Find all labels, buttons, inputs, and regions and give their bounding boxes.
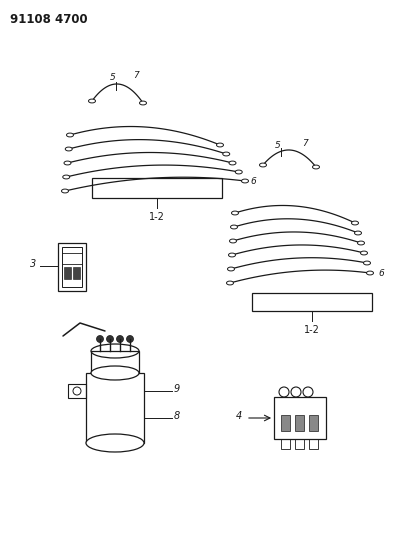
Ellipse shape [107,335,114,343]
Text: 7: 7 [133,71,139,80]
Bar [309,439,318,449]
Bar [73,267,80,279]
Bar [58,243,86,291]
Bar [274,397,326,439]
Ellipse shape [88,99,95,103]
Ellipse shape [139,101,147,105]
Ellipse shape [229,161,236,165]
Ellipse shape [352,221,358,225]
Ellipse shape [86,434,144,452]
Ellipse shape [354,231,362,235]
Ellipse shape [228,253,236,257]
Text: 5: 5 [110,73,116,82]
Ellipse shape [360,251,367,255]
Ellipse shape [223,152,230,156]
Bar [281,415,290,431]
Ellipse shape [242,179,249,183]
Text: 8: 8 [174,411,180,421]
Ellipse shape [63,175,70,179]
Text: 5: 5 [275,141,281,150]
Ellipse shape [367,271,373,275]
Text: 1-2: 1-2 [149,212,165,222]
Ellipse shape [232,211,238,215]
Ellipse shape [364,261,371,265]
Text: 91108 4700: 91108 4700 [10,13,88,26]
Ellipse shape [97,335,103,343]
Bar [281,439,290,449]
Ellipse shape [67,133,74,137]
Ellipse shape [259,163,267,167]
Bar [295,439,304,449]
Bar [295,415,304,431]
Bar [64,267,71,279]
Text: 1-2: 1-2 [304,325,320,335]
Bar [252,293,372,311]
Bar [92,178,222,198]
Ellipse shape [91,366,139,380]
Ellipse shape [227,281,234,285]
Text: 4: 4 [236,411,242,421]
Text: 6: 6 [378,269,384,278]
Text: 6: 6 [250,176,256,185]
Ellipse shape [227,267,234,271]
Bar [309,415,318,431]
Text: 3: 3 [30,259,36,269]
Ellipse shape [217,143,223,147]
Ellipse shape [65,147,72,151]
Text: 9: 9 [174,384,180,394]
Bar [91,351,139,373]
Ellipse shape [126,335,133,343]
Ellipse shape [230,225,238,229]
Bar [68,384,86,398]
Ellipse shape [64,161,71,165]
Ellipse shape [61,189,69,193]
Text: 7: 7 [302,139,308,148]
Ellipse shape [116,335,124,343]
Bar [62,247,82,287]
Ellipse shape [235,170,242,174]
Ellipse shape [358,241,364,245]
Ellipse shape [230,239,236,243]
Ellipse shape [312,165,320,169]
Bar [86,373,144,443]
